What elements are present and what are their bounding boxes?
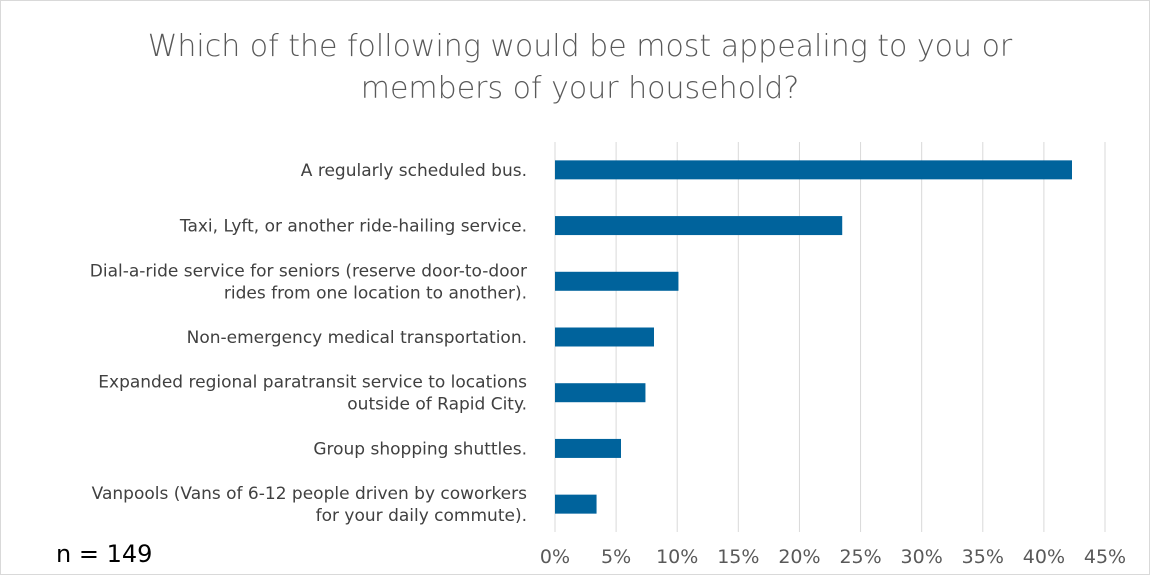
bar — [555, 438, 621, 458]
sample-size-label: n = 149 — [56, 540, 153, 568]
x-tick-label: 40% — [1023, 546, 1065, 568]
bar — [555, 494, 597, 514]
x-tick-label: 35% — [962, 546, 1004, 568]
category-label: outside of Rapid City. — [347, 395, 527, 415]
x-tick-label: 5% — [601, 546, 631, 568]
bar — [555, 383, 646, 403]
chart-title-line-1: Which of the following would be most app… — [147, 29, 1013, 64]
category-label: rides from one location to another). — [224, 283, 527, 303]
category-label: Non-emergency medical transportation. — [187, 328, 527, 348]
bar — [555, 216, 843, 236]
category-label: Taxi, Lyft, or another ride-hailing serv… — [179, 217, 527, 237]
bar — [555, 160, 1072, 180]
x-tick-label: 10% — [656, 546, 698, 568]
chart-title-line-2: members of your household? — [360, 71, 800, 106]
category-label: Vanpools (Vans of 6-12 people driven by … — [92, 484, 527, 504]
x-tick-label: 45% — [1084, 546, 1126, 568]
x-tick-label: 25% — [839, 546, 881, 568]
category-label: A regularly scheduled bus. — [301, 161, 527, 181]
category-label: Expanded regional paratransit service to… — [98, 373, 527, 393]
chart-title: Which of the following would be most app… — [60, 26, 1100, 110]
bar — [555, 327, 654, 347]
category-label: Group shopping shuttles. — [313, 439, 527, 459]
bar — [555, 271, 679, 291]
x-tick-label: 20% — [778, 546, 820, 568]
category-label: for your daily commute). — [316, 506, 527, 526]
x-tick-label: 15% — [717, 546, 759, 568]
category-label: Dial-a-ride service for seniors (reserve… — [90, 261, 527, 281]
x-tick-label: 0% — [540, 546, 570, 568]
x-tick-label: 30% — [901, 546, 943, 568]
